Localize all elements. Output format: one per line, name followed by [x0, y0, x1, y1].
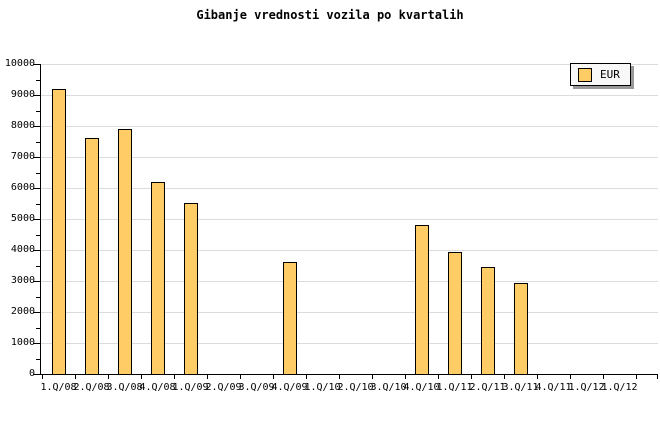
- gridline: [41, 250, 658, 251]
- x-tick: [372, 375, 373, 379]
- gridline: [41, 95, 658, 96]
- x-tick: [504, 375, 505, 379]
- y-tick-major: [33, 219, 40, 220]
- x-tick: [570, 375, 571, 379]
- y-tick-minor: [36, 203, 40, 205]
- y-tick-major: [33, 188, 40, 189]
- x-axis-label: 1.Q/08: [40, 382, 77, 393]
- x-axis-label: 4.Q/09: [271, 382, 308, 393]
- y-tick-minor: [36, 327, 40, 329]
- x-tick: [306, 375, 307, 379]
- y-tick-minor: [36, 141, 40, 143]
- bar-4q10: [414, 225, 429, 375]
- x-tick: [603, 375, 604, 379]
- y-axis-line: [40, 64, 41, 375]
- y-tick-major: [33, 250, 40, 251]
- x-tick: [174, 375, 175, 379]
- bar-4q08: [150, 182, 165, 375]
- x-axis-label: 1.Q/12: [568, 382, 605, 393]
- gridline: [41, 343, 658, 344]
- plot-area: 0 1000 2000 3000 4000 5000 6000 7000 8000 9000 100…: [5, 59, 658, 393]
- legend-label: EUR: [600, 68, 620, 81]
- x-axis-line: [40, 374, 658, 375]
- y-axis-label: 8000: [10, 120, 35, 131]
- y-tick-major: [33, 95, 40, 96]
- gridline: [41, 281, 658, 282]
- x-tick: [42, 375, 43, 379]
- y-tick-major: [33, 312, 40, 313]
- x-tick: [636, 375, 637, 379]
- y-axis-label: 5000: [10, 213, 35, 224]
- x-tick: [438, 375, 439, 379]
- x-axis-label: 2.Q/10: [337, 382, 374, 393]
- y-tick-major: [33, 126, 40, 127]
- x-axis-label: 4.Q/11: [535, 382, 572, 393]
- x-axis-label: 3.Q/10: [370, 382, 407, 393]
- bar-2q11: [480, 267, 495, 375]
- y-axis-label: 1000: [10, 337, 35, 348]
- x-axis-label: 3.Q/11: [502, 382, 539, 393]
- x-axis-label: 4.Q/08: [139, 382, 176, 393]
- x-axis-label: 2.Q/11: [469, 382, 506, 393]
- y-tick-major: [33, 64, 40, 65]
- y-tick-minor: [36, 265, 40, 267]
- x-axis-label: 4.Q/10: [403, 382, 440, 393]
- x-tick: [75, 375, 76, 379]
- gridline: [41, 219, 658, 220]
- y-axis-label: 6000: [10, 182, 35, 193]
- y-axis-label: 4000: [10, 244, 35, 255]
- x-axis-label: 1.Q/09: [172, 382, 209, 393]
- x-axis-label: 3.Q/08: [106, 382, 143, 393]
- x-tick: [471, 375, 472, 379]
- gridline: [41, 312, 658, 313]
- x-axis-label: 1.Q/10: [304, 382, 341, 393]
- bar-1q09: [183, 203, 198, 375]
- y-tick-major: [33, 157, 40, 158]
- y-tick-minor: [36, 358, 40, 360]
- x-tick: [207, 375, 208, 379]
- y-tick-minor: [36, 79, 40, 81]
- x-axis-label: 1.Q/12: [601, 382, 638, 393]
- y-tick-minor: [36, 296, 40, 298]
- bar-3q11: [513, 283, 528, 375]
- legend-swatch-eur: [578, 67, 592, 82]
- y-tick-minor: [36, 172, 40, 174]
- x-tick: [240, 375, 241, 379]
- y-axis-label: 7000: [10, 151, 35, 162]
- y-tick-major: [33, 343, 40, 344]
- y-tick-major: [33, 374, 40, 375]
- gridline: [41, 157, 658, 158]
- bar-3q08: [117, 129, 132, 375]
- bar-1q08: [51, 89, 66, 375]
- x-tick: [405, 375, 406, 379]
- gridline: [41, 126, 658, 127]
- x-tick: [537, 375, 538, 379]
- y-axis-label: 2000: [10, 306, 35, 317]
- x-axis-label: 3.Q/09: [238, 382, 275, 393]
- x-axis-label: 1.Q/11: [436, 382, 473, 393]
- gridline: [41, 188, 658, 189]
- y-axis-label: 3000: [10, 275, 35, 286]
- y-axis-label: 9000: [10, 89, 35, 100]
- x-tick: [108, 375, 109, 379]
- bar-4q09: [282, 262, 297, 375]
- x-tick: [657, 375, 658, 379]
- y-tick-major: [33, 281, 40, 282]
- x-tick: [141, 375, 142, 379]
- legend-box: EUR: [570, 63, 631, 86]
- x-tick: [273, 375, 274, 379]
- x-tick: [339, 375, 340, 379]
- x-axis-label: 2.Q/09: [205, 382, 242, 393]
- y-tick-minor: [36, 110, 40, 112]
- chart-title: Gibanje vrednosti vozila po kvartalih: [196, 8, 464, 22]
- y-axis-label: 0: [28, 368, 35, 379]
- y-axis-label: 10000: [4, 58, 35, 69]
- y-tick-minor: [36, 234, 40, 236]
- bar-1q11: [447, 252, 462, 375]
- bar-2q08: [84, 138, 99, 375]
- gridline: [41, 64, 658, 65]
- x-axis-label: 2.Q/08: [73, 382, 110, 393]
